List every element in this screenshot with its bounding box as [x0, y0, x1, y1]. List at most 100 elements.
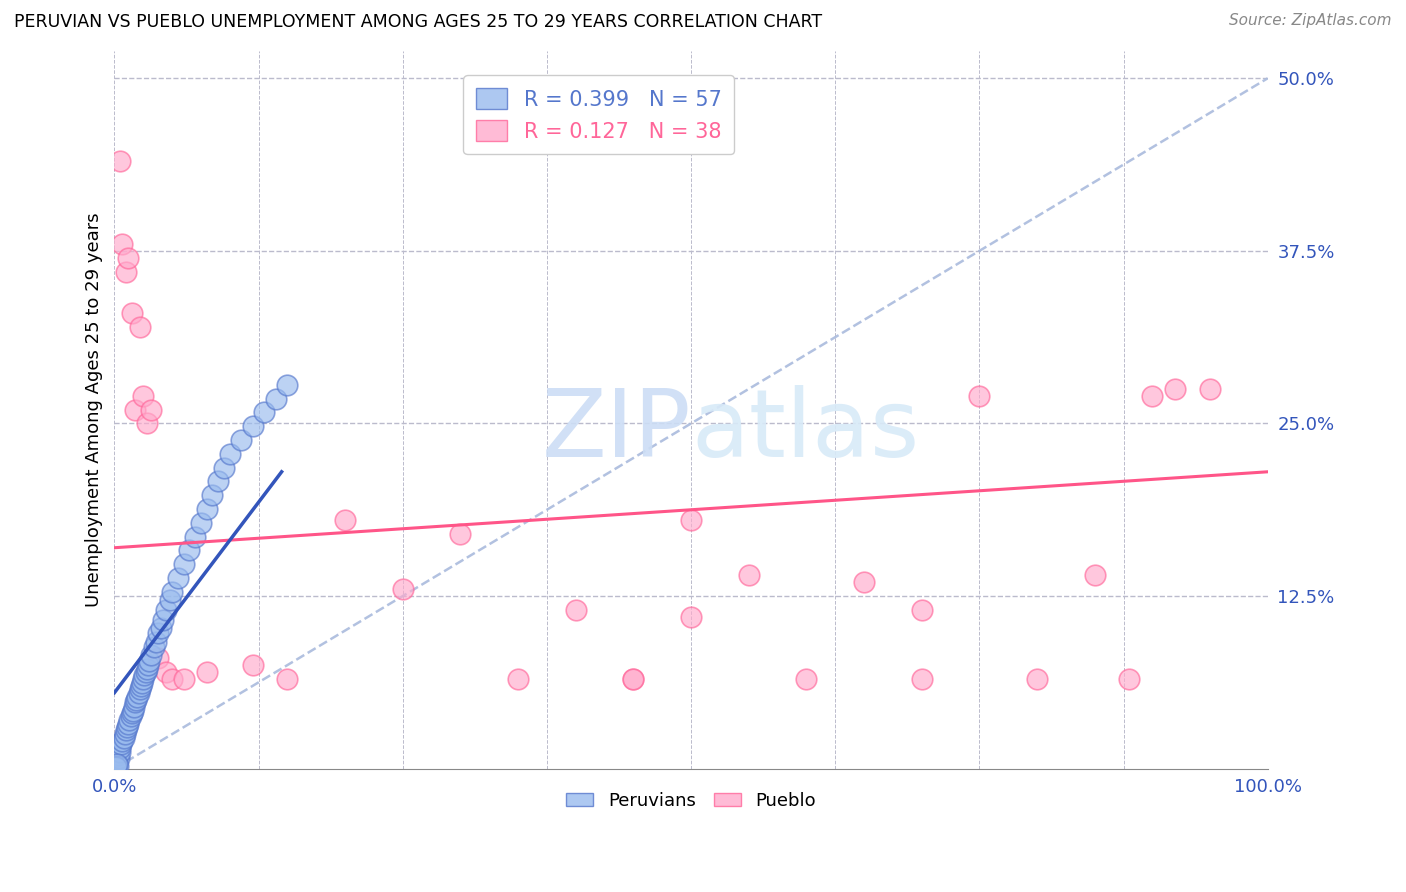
Point [911, 603, 934, 617]
Point [621, 672, 644, 686]
Point [124, 695, 146, 709]
Point [121, 704, 143, 718]
Point [276, 377, 298, 392]
Point [132, 672, 155, 686]
Point [264, 392, 287, 406]
Point [155, 665, 177, 679]
Point [114, 727, 136, 741]
Point [107, 759, 129, 773]
Point [449, 527, 471, 541]
Point [135, 417, 157, 431]
Point [679, 609, 702, 624]
Point [149, 621, 172, 635]
Point [111, 237, 134, 252]
Point [108, 750, 131, 764]
Point [796, 672, 818, 686]
Point [115, 723, 138, 737]
Point [117, 717, 139, 731]
Point [125, 692, 148, 706]
Point [105, 755, 128, 769]
Point [115, 264, 138, 278]
Point [115, 720, 138, 734]
Point [107, 747, 129, 762]
Point [1164, 382, 1187, 396]
Point [201, 488, 224, 502]
Point [128, 319, 150, 334]
Point [108, 154, 131, 169]
Point [141, 402, 163, 417]
Point [242, 419, 264, 434]
Point [121, 306, 143, 320]
Point [127, 690, 149, 704]
Point [108, 745, 131, 759]
Point [160, 672, 183, 686]
Point [142, 640, 165, 654]
Point [104, 760, 127, 774]
Point [253, 405, 276, 419]
Point [207, 475, 229, 489]
Text: PERUVIAN VS PUEBLO UNEMPLOYMENT AMONG AGES 25 TO 29 YEARS CORRELATION CHART: PERUVIAN VS PUEBLO UNEMPLOYMENT AMONG AG… [14, 13, 823, 31]
Text: ZIP: ZIP [541, 385, 690, 477]
Point [112, 731, 135, 746]
Point [128, 686, 150, 700]
Point [218, 447, 240, 461]
Point [131, 676, 153, 690]
Point [110, 737, 132, 751]
Point [195, 502, 218, 516]
Point [1118, 672, 1140, 686]
Point [853, 575, 876, 590]
Point [120, 709, 142, 723]
Point [506, 672, 529, 686]
Point [155, 603, 177, 617]
Point [122, 699, 145, 714]
Text: atlas: atlas [690, 385, 920, 477]
Point [135, 662, 157, 676]
Point [132, 389, 155, 403]
Point [333, 513, 356, 527]
Point [1199, 382, 1222, 396]
Point [159, 593, 181, 607]
Point [1084, 568, 1107, 582]
Point [166, 571, 188, 585]
Point [1026, 672, 1049, 686]
Point [145, 634, 167, 648]
Point [105, 757, 128, 772]
Point [141, 648, 163, 663]
Point [391, 582, 413, 596]
Point [564, 603, 586, 617]
Point [179, 543, 201, 558]
Point [118, 714, 141, 728]
Y-axis label: Unemployment Among Ages 25 to 29 years: Unemployment Among Ages 25 to 29 years [86, 212, 103, 607]
Point [128, 681, 150, 696]
Point [148, 626, 170, 640]
Point [1142, 389, 1164, 403]
Point [129, 679, 152, 693]
Point [108, 740, 131, 755]
Point [190, 516, 212, 530]
Point [242, 658, 264, 673]
Point [969, 389, 991, 403]
Point [148, 651, 170, 665]
Point [231, 433, 253, 447]
Point [911, 672, 934, 686]
Point [152, 613, 174, 627]
Point [738, 568, 761, 582]
Point [135, 665, 157, 679]
Point [111, 734, 134, 748]
Text: Source: ZipAtlas.com: Source: ZipAtlas.com [1229, 13, 1392, 29]
Point [124, 402, 146, 417]
Point [138, 654, 160, 668]
Point [136, 658, 159, 673]
Point [173, 672, 195, 686]
Legend: Peruvians, Pueblo: Peruvians, Pueblo [560, 785, 823, 817]
Point [184, 530, 207, 544]
Point [134, 667, 156, 681]
Point [679, 513, 702, 527]
Point [621, 672, 644, 686]
Point [117, 251, 139, 265]
Point [160, 585, 183, 599]
Point [212, 460, 235, 475]
Point [195, 665, 218, 679]
Point [173, 558, 195, 572]
Point [121, 706, 143, 721]
